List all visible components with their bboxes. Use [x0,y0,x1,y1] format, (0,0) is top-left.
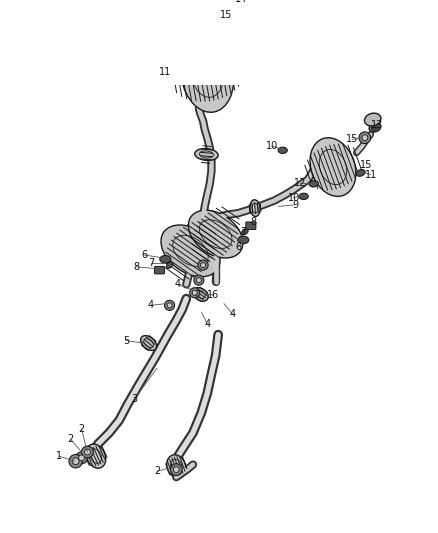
Circle shape [359,132,371,143]
Ellipse shape [193,288,208,301]
Text: 4: 4 [204,319,210,329]
Ellipse shape [166,262,173,268]
Text: 15: 15 [220,10,233,20]
Text: 10: 10 [287,193,300,203]
Circle shape [215,11,227,23]
Text: 7: 7 [240,227,247,237]
Circle shape [81,446,93,458]
Ellipse shape [86,444,106,468]
Text: 10: 10 [266,141,278,151]
Ellipse shape [221,0,238,8]
Text: 4: 4 [230,309,236,319]
Circle shape [79,455,85,461]
Text: 2: 2 [67,434,74,445]
Circle shape [190,288,200,298]
Circle shape [219,14,224,20]
Ellipse shape [356,169,365,176]
Circle shape [76,452,88,464]
Text: 6: 6 [141,250,148,260]
Circle shape [165,300,175,310]
Text: 14: 14 [235,0,247,4]
Ellipse shape [175,71,184,78]
Text: 9: 9 [292,200,298,210]
Text: 15: 15 [346,134,358,144]
Ellipse shape [250,200,260,216]
Ellipse shape [161,225,220,277]
Text: 2: 2 [78,424,85,434]
Text: 12: 12 [294,178,307,188]
FancyBboxPatch shape [155,266,165,274]
Ellipse shape [364,113,381,126]
Circle shape [201,263,205,268]
Ellipse shape [238,236,249,244]
Circle shape [167,303,172,308]
Circle shape [196,278,201,282]
Circle shape [173,467,179,473]
Circle shape [170,464,182,475]
Circle shape [194,275,204,285]
Text: 7: 7 [148,259,154,269]
Text: 13: 13 [371,120,384,130]
FancyBboxPatch shape [246,222,256,230]
Ellipse shape [369,123,381,132]
Ellipse shape [227,5,238,14]
Ellipse shape [167,455,186,478]
Ellipse shape [278,147,287,154]
Text: 8: 8 [133,262,139,272]
Text: 4: 4 [148,300,154,310]
Ellipse shape [242,229,248,235]
Ellipse shape [188,210,243,258]
Circle shape [72,458,79,465]
Text: 1: 1 [56,451,62,461]
Ellipse shape [371,125,378,130]
Ellipse shape [195,149,218,160]
Text: 15: 15 [360,159,373,169]
Ellipse shape [181,37,234,112]
Text: 11: 11 [159,67,172,77]
Text: 6: 6 [235,241,241,252]
Ellipse shape [141,336,157,351]
Circle shape [85,449,90,455]
Circle shape [192,290,197,295]
Ellipse shape [229,7,236,12]
Circle shape [362,135,368,141]
Text: 3: 3 [131,394,138,404]
Ellipse shape [160,255,171,263]
Text: 4: 4 [175,279,181,289]
Ellipse shape [299,193,308,199]
Text: 8: 8 [250,216,256,227]
Circle shape [198,260,208,270]
Circle shape [69,455,82,468]
Text: 5: 5 [123,336,129,345]
Ellipse shape [310,138,356,196]
Text: 11: 11 [364,169,377,180]
Text: 16: 16 [207,290,219,300]
Ellipse shape [309,181,318,187]
Text: 2: 2 [154,466,160,477]
